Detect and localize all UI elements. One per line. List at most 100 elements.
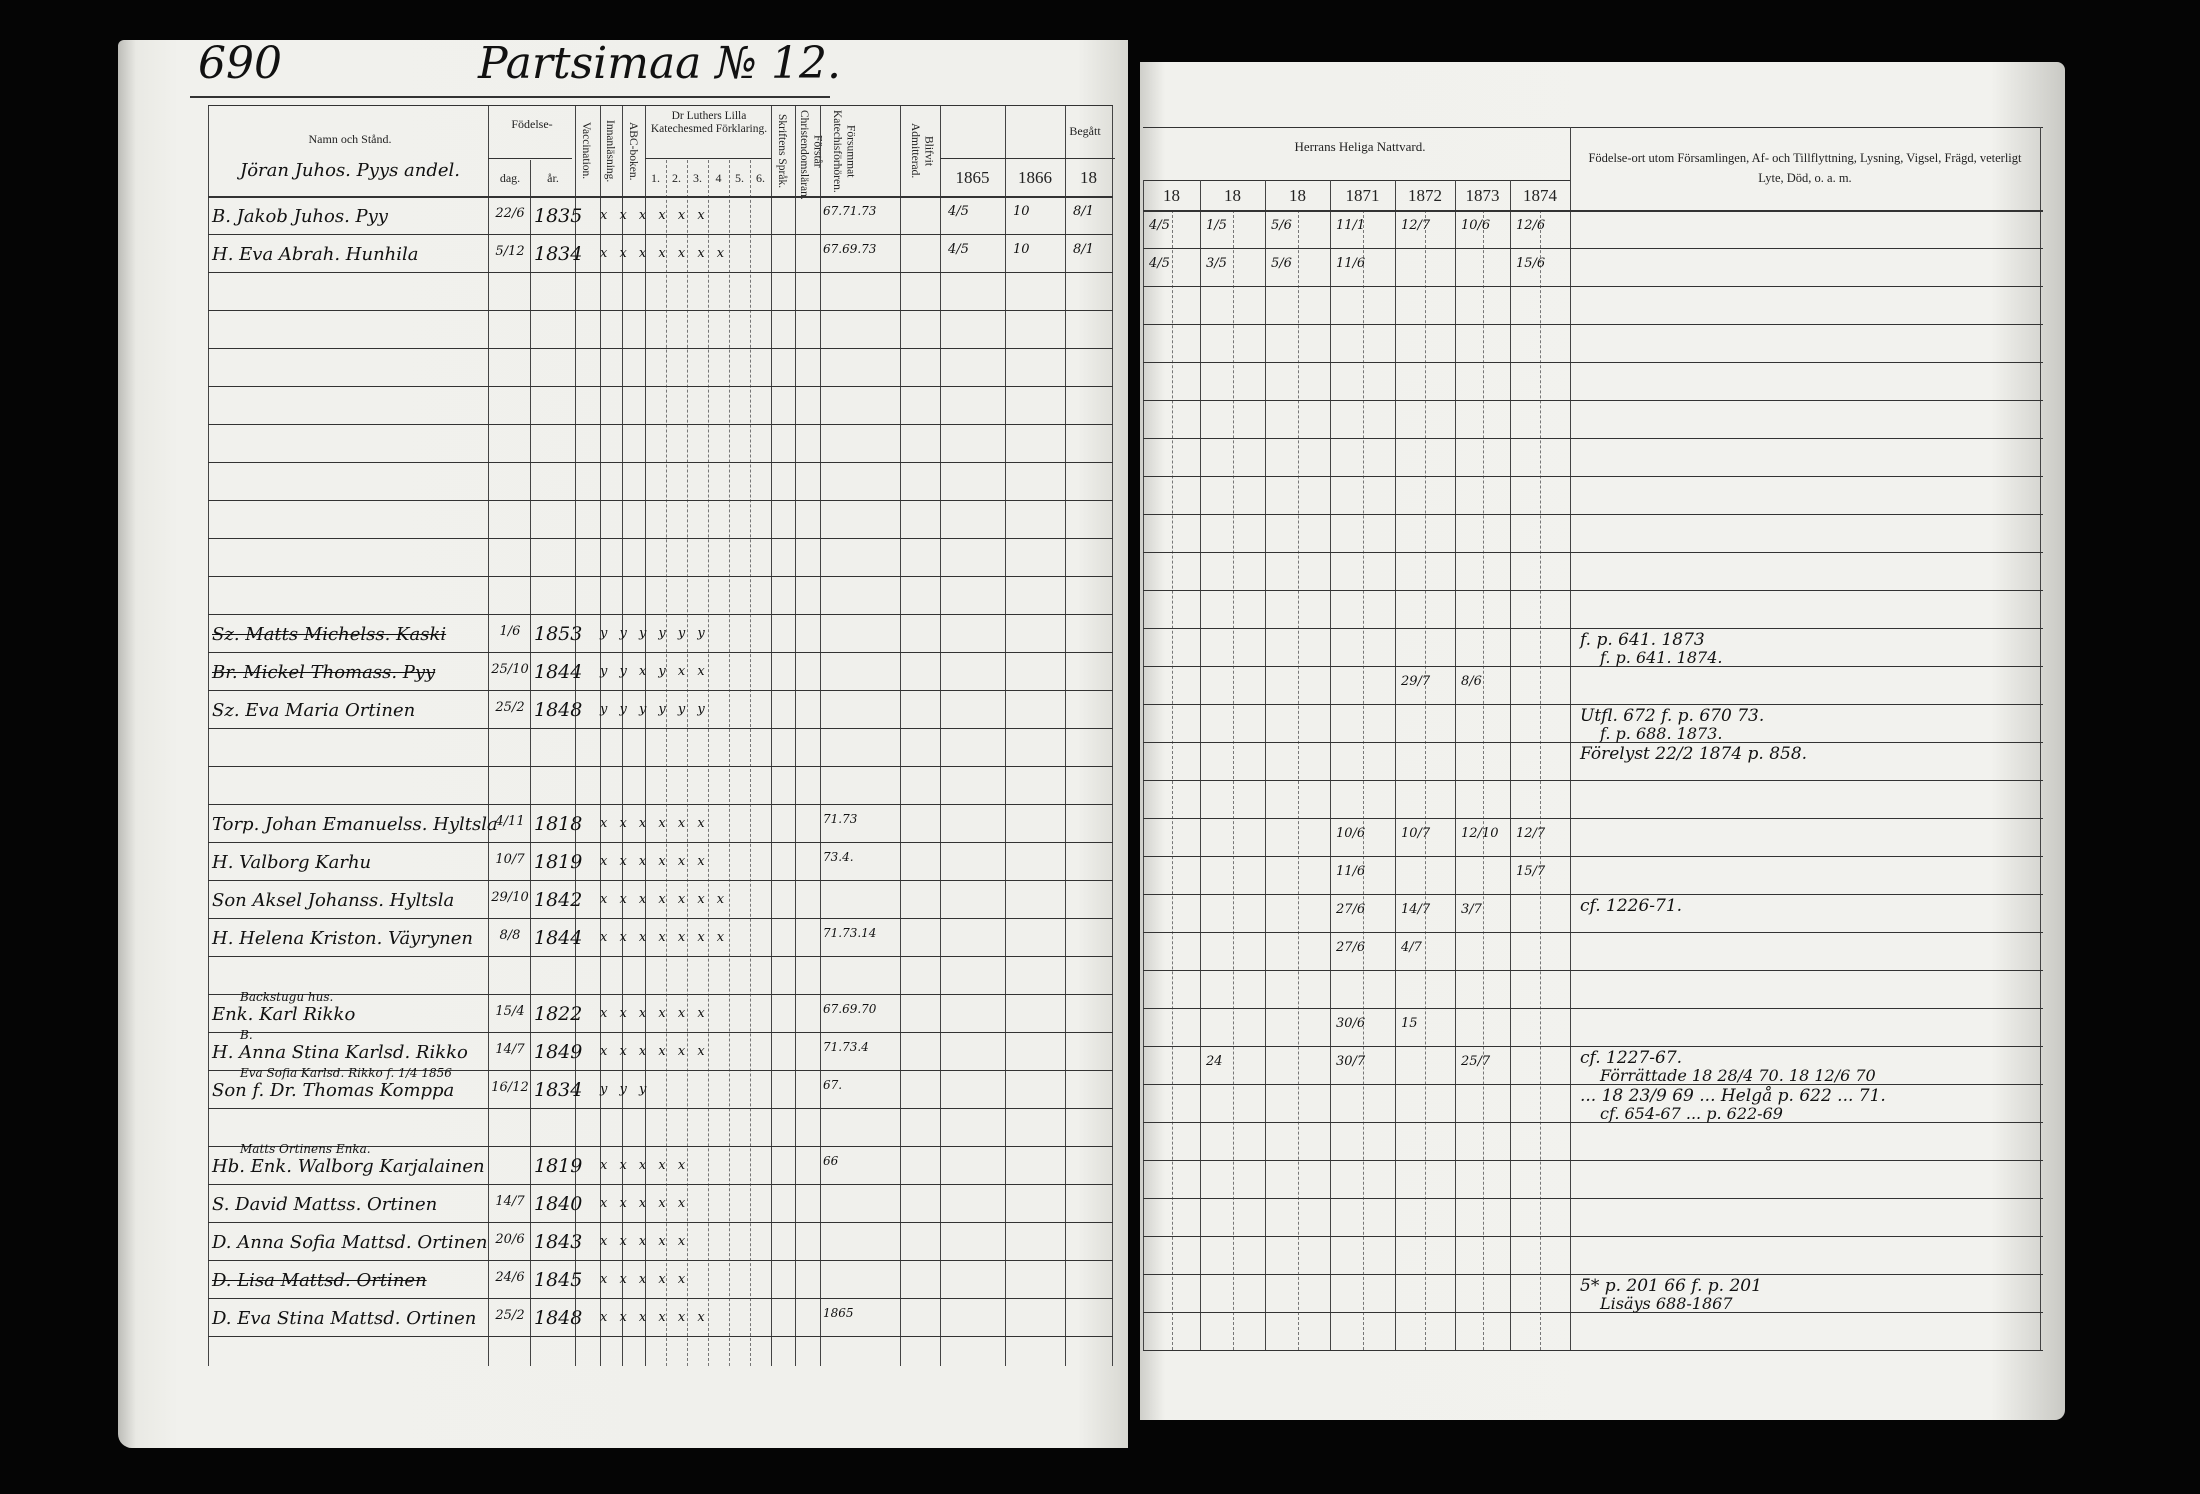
entry-nattvard: 5/6 xyxy=(1271,256,1292,271)
entry-reading-marks: x x x x x x xyxy=(600,854,709,869)
right-column-divider xyxy=(1510,180,1511,1350)
entry-reading-marks: x x x x x x xyxy=(600,208,709,223)
entry-nattvard: 10/6 xyxy=(1336,826,1366,841)
title-underline xyxy=(190,96,830,98)
column-divider xyxy=(708,160,709,1366)
entry-nattvard: 27/6 xyxy=(1336,940,1366,955)
right-row-line xyxy=(1143,932,2043,933)
entry-remarks: f. p. 641. 1873 xyxy=(1580,630,1705,650)
right-row-line xyxy=(1143,780,2043,781)
right-row-line xyxy=(1143,1274,2043,1275)
entry-name: H. Anna Stina Karlsd. Rikko xyxy=(212,1042,468,1063)
right-row-line xyxy=(1143,1350,2043,1351)
column-divider xyxy=(600,105,601,1366)
entry-missed-hearings: 67.71.73 xyxy=(823,204,877,218)
entry-reading-marks: x x x x x x x xyxy=(600,892,729,907)
entry-missed-hearings: 1865 xyxy=(823,1306,854,1320)
entry-reading-marks: x x x x x x xyxy=(600,816,709,831)
birth-subheader-line xyxy=(488,158,572,159)
entry-missed-hearings: 71.73.4 xyxy=(823,1040,869,1054)
entry-birth-year: 1849 xyxy=(534,1041,583,1063)
header-admitted: Blifvit Admitterad. xyxy=(909,123,935,179)
entry-birth-year: 1843 xyxy=(534,1231,583,1253)
entry-nattvard: 4/5 xyxy=(1149,256,1170,271)
entry-missed-hearings: 73.4. xyxy=(823,850,854,864)
right-column-divider xyxy=(1265,180,1266,1350)
header-abc: ABC-boken. xyxy=(627,121,640,181)
right-page-edge-line xyxy=(2040,127,2041,1350)
row-line xyxy=(208,1222,1113,1223)
entry-birth-year: 1822 xyxy=(534,1003,583,1025)
entry-nattvard: 15/7 xyxy=(1516,864,1546,879)
entry-remarks: cf. 1226-71. xyxy=(1580,896,1683,916)
header-communion: Herrans Heliga Nattvard. xyxy=(1294,139,1426,154)
header-communion-left: Begått xyxy=(1069,124,1101,138)
right-row-line xyxy=(1143,590,2043,591)
entry-nattvard: 12/7 xyxy=(1401,218,1431,233)
entry-remarks: 5* p. 201 66 f. p. 201 xyxy=(1580,1276,1762,1296)
entry-birth-day: 5/12 xyxy=(495,244,525,259)
header-missed: Försummat Katechisförhören. xyxy=(831,110,857,193)
header-reading: Innanläsning. xyxy=(604,119,617,183)
right-row-line xyxy=(1143,1122,2043,1123)
row-line xyxy=(208,462,1113,463)
entry-birth-year: 1840 xyxy=(534,1193,583,1215)
entry-birth-day: 25/2 xyxy=(495,1308,525,1323)
row-line xyxy=(208,842,1113,843)
row-line xyxy=(208,310,1113,311)
entry-communion-left: 4/5 xyxy=(948,242,969,257)
entry-remarks-2: cf. 654-67 ... p. 622-69 xyxy=(1600,1104,1783,1123)
entry-birth-day: 24/6 xyxy=(495,1270,525,1285)
column-divider xyxy=(1005,105,1006,1366)
entry-reading-marks: x x x x x x xyxy=(600,1006,709,1021)
header-vaccination: Vaccination. xyxy=(580,122,593,180)
entry-remarks: cf. 1227-67. xyxy=(1580,1048,1683,1068)
entry-nattvard: 4/7 xyxy=(1401,940,1422,955)
row-line xyxy=(208,652,1113,653)
entry-nattvard: 27/6 xyxy=(1336,902,1366,917)
entry-note: Eva Sofia Karlsd. Rikko f. 1/4 1856 xyxy=(240,1066,452,1080)
entry-nattvard: 24 xyxy=(1206,1054,1223,1069)
entry-name: D. Anna Sofia Mattsd. Ortinen xyxy=(212,1232,488,1253)
entry-name: H. Eva Abrah. Hunhila xyxy=(212,244,419,265)
entry-name: Br. Mickel Thomass. Pyy xyxy=(212,662,436,683)
right-row-line xyxy=(1143,742,2043,743)
row-line xyxy=(208,994,1113,995)
entry-nattvard: 12/6 xyxy=(1516,218,1546,233)
header-scripture: Skriftens Språk. xyxy=(776,113,789,189)
entry-name: D. Lisa Mattsd. Ortinen xyxy=(212,1270,427,1291)
right-row-line xyxy=(1143,970,2043,971)
header-top-line xyxy=(208,105,1113,106)
entry-nattvard: 11/6 xyxy=(1336,864,1366,879)
entry-note: Backstugu hus. xyxy=(240,990,334,1004)
right-row-line xyxy=(1143,704,2043,705)
column-divider xyxy=(645,105,646,1366)
row-line xyxy=(208,1184,1113,1185)
entry-communion-left: 10 xyxy=(1013,242,1030,257)
right-row-line xyxy=(1143,856,2043,857)
catechism-subheader-line xyxy=(645,158,771,159)
entry-reading-marks: y y y xyxy=(600,1082,651,1097)
entry-nattvard: 8/6 xyxy=(1461,674,1482,689)
catechism-part-6: 6. xyxy=(756,171,765,185)
entry-missed-hearings: 71.73.14 xyxy=(823,926,877,940)
entry-nattvard: 11/6 xyxy=(1336,256,1366,271)
entry-birth-day: 20/6 xyxy=(495,1232,525,1247)
right-row-line xyxy=(1143,1046,2043,1047)
owner-note: Jöran Juhos. Pyys andel. xyxy=(240,160,461,181)
page-number: 690 xyxy=(198,38,282,89)
entry-name: Son Aksel Johanss. Hyltsla xyxy=(212,890,455,911)
entry-remarks: ... 18 23/9 69 ... Helgå p. 622 ... 71. xyxy=(1580,1086,1886,1106)
entry-nattvard: 1/5 xyxy=(1206,218,1227,233)
right-page xyxy=(1140,62,2065,1420)
row-line xyxy=(208,500,1113,501)
entry-birth-day: 22/6 xyxy=(495,206,525,221)
right-column-divider xyxy=(1330,180,1331,1350)
right-row-line xyxy=(1143,628,2043,629)
nattvard-year: 18 xyxy=(1224,186,1241,205)
right-row-line xyxy=(1143,514,2043,515)
row-line xyxy=(208,690,1113,691)
right-header-top-line xyxy=(1143,127,2043,128)
right-column-divider xyxy=(1395,180,1396,1350)
row-line xyxy=(208,766,1113,767)
